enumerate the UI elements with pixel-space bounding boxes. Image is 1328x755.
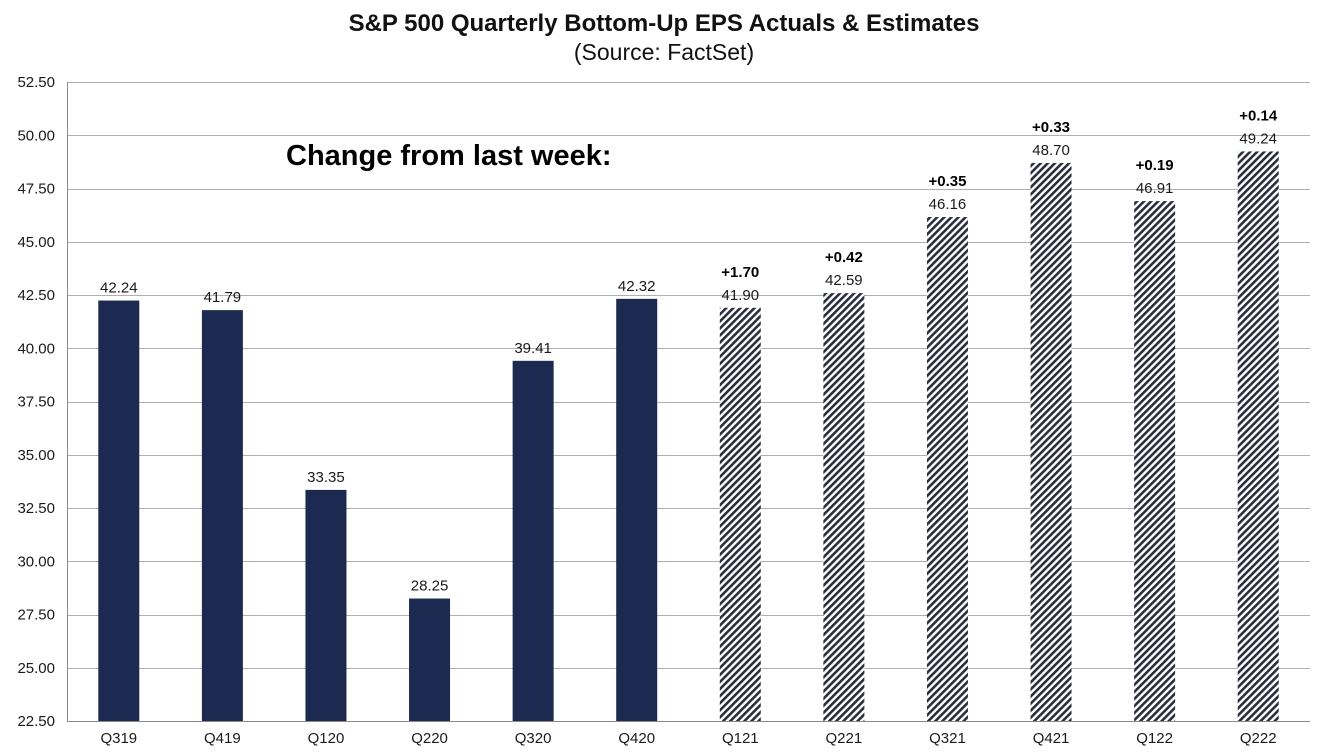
- x-tick-label: Q220: [411, 730, 448, 747]
- actual-bar: [201, 310, 243, 721]
- weekly-change-label: +0.35: [928, 173, 966, 190]
- weekly-change-label: +0.19: [1136, 157, 1174, 174]
- y-tick-label: 27.50: [17, 607, 55, 624]
- bar-value-label: 46.16: [929, 196, 967, 213]
- x-tick-label: Q419: [204, 730, 241, 747]
- bar-value-label: 41.79: [204, 289, 242, 306]
- x-axis-ticks: Q319 Q419 Q120 Q220 Q320 Q420 Q121 Q221 Q321 Q421…: [100, 730, 1276, 747]
- y-tick-label: 45.00: [17, 234, 55, 251]
- bar-value-label: 42.59: [825, 272, 863, 289]
- bar-value-label: 42.24: [100, 280, 138, 297]
- y-tick-label: 25.00: [17, 660, 55, 677]
- y-tick-label: 40.00: [17, 340, 55, 357]
- y-tick-label: 50.00: [17, 127, 55, 144]
- bars: [98, 151, 1279, 722]
- weekly-change-label: +0.14: [1239, 107, 1278, 124]
- estimate-bar: [1030, 162, 1072, 721]
- actual-bar: [409, 598, 451, 721]
- x-tick-label: Q321: [929, 730, 966, 747]
- bar-value-label: 33.35: [307, 469, 345, 486]
- actual-bar: [98, 300, 140, 721]
- bar-value-label: 41.90: [722, 287, 760, 304]
- x-tick-label: Q221: [826, 730, 863, 747]
- bar-value-label: 28.25: [411, 578, 449, 595]
- x-tick-label: Q122: [1136, 730, 1173, 747]
- weekly-change-label: +0.42: [825, 249, 863, 266]
- x-tick-label: Q421: [1033, 730, 1070, 747]
- y-tick-label: 47.50: [17, 181, 55, 198]
- x-tick-label: Q320: [515, 730, 552, 747]
- x-tick-label: Q120: [308, 730, 345, 747]
- y-tick-label: 22.50: [17, 713, 55, 730]
- y-tick-label: 30.00: [17, 553, 55, 570]
- y-tick-label: 32.50: [17, 500, 55, 517]
- y-tick-label: 35.00: [17, 447, 55, 464]
- bar-value-label: 49.24: [1239, 130, 1277, 147]
- estimate-bar: [926, 217, 968, 722]
- bar-value-label: 48.70: [1032, 142, 1070, 159]
- weekly-change-label: +1.70: [721, 264, 759, 281]
- x-tick-label: Q420: [618, 730, 655, 747]
- actual-bar: [616, 298, 658, 721]
- y-axis-ticks: 22.50 25.00 27.50 30.00 32.50 35.00 37.50 40.00…: [17, 74, 55, 730]
- y-tick-label: 52.50: [17, 74, 55, 91]
- bar-value-label: 39.41: [514, 340, 552, 357]
- gridlines: [67, 82, 1310, 722]
- estimate-bar: [719, 307, 761, 721]
- estimate-bar: [1237, 151, 1279, 722]
- estimate-bar: [1134, 201, 1176, 721]
- y-tick-label: 42.50: [17, 287, 55, 304]
- chart-subtitle: (Source: FactSet): [574, 39, 754, 65]
- x-tick-label: Q222: [1240, 730, 1277, 747]
- change-annotation: Change from last week:: [286, 140, 612, 172]
- weekly-change-label: +0.33: [1032, 119, 1070, 136]
- actual-bar: [512, 360, 554, 721]
- bar-value-label: 42.32: [618, 278, 656, 295]
- x-tick-label: Q121: [722, 730, 759, 747]
- bar-labels: 42.24 41.79 33.35 28.25 39.41 42.32 41.90 +1.70…: [100, 107, 1278, 594]
- y-tick-label: 37.50: [17, 394, 55, 411]
- estimate-bar: [823, 293, 865, 721]
- bar-value-label: 46.91: [1136, 180, 1174, 197]
- chart-title: S&P 500 Quarterly Bottom-Up EPS Actuals …: [349, 10, 980, 37]
- actual-bar: [305, 489, 347, 721]
- x-tick-label: Q319: [100, 730, 137, 747]
